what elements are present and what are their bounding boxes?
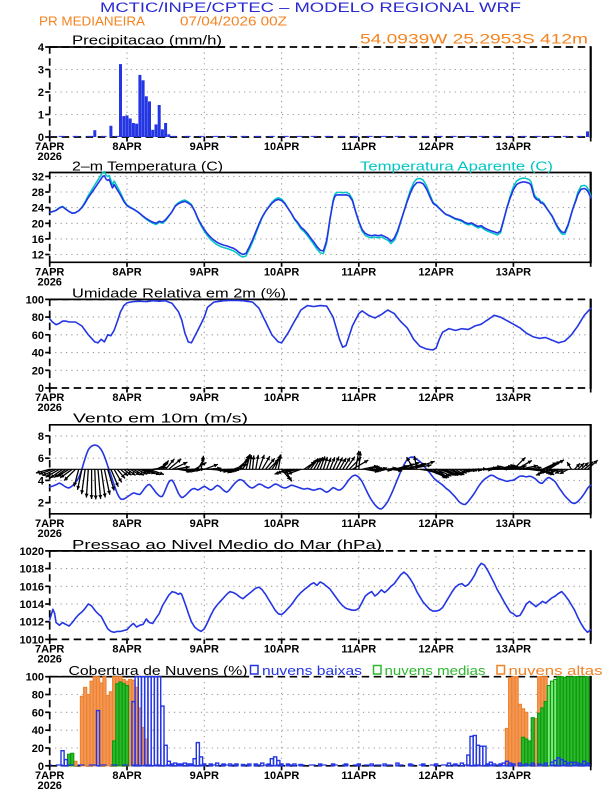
svg-text:9APR: 9APR xyxy=(190,141,219,153)
svg-text:Precipitacao (mm/h): Precipitacao (mm/h) xyxy=(72,33,222,48)
svg-text:80: 80 xyxy=(32,312,44,324)
svg-text:16: 16 xyxy=(32,234,44,246)
svg-text:nuvens medias: nuvens medias xyxy=(385,663,487,678)
svg-text:1020: 1020 xyxy=(20,546,44,558)
svg-text:8APR: 8APR xyxy=(112,518,141,530)
svg-text:0: 0 xyxy=(38,383,44,395)
svg-text:11APR: 11APR xyxy=(341,770,376,782)
svg-text:9APR: 9APR xyxy=(190,644,219,656)
svg-text:12APR: 12APR xyxy=(418,518,454,530)
svg-text:1018: 1018 xyxy=(20,564,44,576)
svg-text:9APR: 9APR xyxy=(190,267,219,279)
svg-text:20: 20 xyxy=(32,365,44,377)
svg-text:Cobertura de Nuvens (%): Cobertura de Nuvens (%) xyxy=(69,663,248,678)
svg-text:2: 2 xyxy=(38,87,44,99)
svg-text:7APR: 7APR xyxy=(35,644,64,656)
svg-text:32: 32 xyxy=(32,171,44,183)
svg-text:2026: 2026 xyxy=(37,277,61,289)
svg-text:7APR: 7APR xyxy=(35,392,64,404)
svg-text:12: 12 xyxy=(32,250,44,262)
svg-text:07/04/2026 00Z: 07/04/2026 00Z xyxy=(180,15,287,29)
svg-text:PR MEDIANEIRA: PR MEDIANEIRA xyxy=(39,15,146,29)
svg-text:11APR: 11APR xyxy=(341,141,376,153)
svg-text:10APR: 10APR xyxy=(264,267,300,279)
svg-text:1012: 1012 xyxy=(20,617,44,629)
svg-text:10APR: 10APR xyxy=(264,141,300,153)
svg-text:8APR: 8APR xyxy=(112,267,141,279)
svg-text:Pressao ao Nivel Medio do Mar: Pressao ao Nivel Medio do Mar (hPa) xyxy=(72,537,382,552)
svg-text:6: 6 xyxy=(38,453,44,465)
svg-text:1010: 1010 xyxy=(20,634,44,646)
svg-text:2026: 2026 xyxy=(37,402,61,414)
svg-text:4: 4 xyxy=(38,475,45,487)
svg-text:8: 8 xyxy=(38,431,44,443)
svg-text:8APR: 8APR xyxy=(112,392,141,404)
svg-text:12APR: 12APR xyxy=(418,267,454,279)
svg-text:13APR: 13APR xyxy=(496,770,532,782)
svg-text:11APR: 11APR xyxy=(341,392,376,404)
svg-text:nuvens altas: nuvens altas xyxy=(509,663,604,678)
svg-text:28: 28 xyxy=(32,187,44,199)
svg-text:7APR: 7APR xyxy=(35,518,64,530)
svg-text:9APR: 9APR xyxy=(190,518,219,530)
svg-text:11APR: 11APR xyxy=(341,518,376,530)
svg-text:0: 0 xyxy=(38,761,44,773)
svg-text:1014: 1014 xyxy=(20,599,45,611)
svg-text:60: 60 xyxy=(32,330,44,342)
svg-text:7APR: 7APR xyxy=(35,770,64,782)
svg-text:13APR: 13APR xyxy=(496,141,532,153)
svg-text:54.0939W 25.2953S 412m: 54.0939W 25.2953S 412m xyxy=(360,32,588,47)
svg-text:0: 0 xyxy=(38,132,44,144)
svg-text:11APR: 11APR xyxy=(341,644,376,656)
svg-text:12APR: 12APR xyxy=(418,644,454,656)
svg-text:8APR: 8APR xyxy=(112,644,141,656)
svg-text:MCTIC/INPE/CPTEC – MODELO REGI: MCTIC/INPE/CPTEC – MODELO REGIONAL WRF xyxy=(100,0,521,15)
svg-text:13APR: 13APR xyxy=(496,518,532,530)
svg-text:80: 80 xyxy=(32,690,44,702)
svg-text:10APR: 10APR xyxy=(264,644,300,656)
svg-text:9APR: 9APR xyxy=(190,770,219,782)
svg-text:10APR: 10APR xyxy=(264,770,300,782)
svg-text:100: 100 xyxy=(26,672,44,684)
svg-text:nuvens baixas: nuvens baixas xyxy=(262,663,363,678)
svg-text:7APR: 7APR xyxy=(35,267,64,279)
svg-text:2026: 2026 xyxy=(37,151,61,163)
svg-text:40: 40 xyxy=(32,348,44,360)
svg-text:1016: 1016 xyxy=(20,581,44,593)
svg-text:2026: 2026 xyxy=(37,780,61,792)
svg-text:2026: 2026 xyxy=(37,654,61,666)
svg-text:12APR: 12APR xyxy=(418,392,454,404)
svg-text:4: 4 xyxy=(38,42,45,54)
svg-text:12APR: 12APR xyxy=(418,770,454,782)
svg-text:10APR: 10APR xyxy=(264,518,300,530)
svg-text:2026: 2026 xyxy=(37,528,61,540)
svg-text:100: 100 xyxy=(26,294,44,306)
svg-text:2–m Temperatura (C): 2–m Temperatura (C) xyxy=(72,159,223,174)
svg-text:20: 20 xyxy=(32,743,44,755)
svg-text:13APR: 13APR xyxy=(496,267,532,279)
svg-text:20: 20 xyxy=(32,218,44,230)
svg-text:60: 60 xyxy=(32,707,44,719)
svg-text:8APR: 8APR xyxy=(112,141,141,153)
svg-text:Temperatura Aparente (C): Temperatura Aparente (C) xyxy=(360,159,553,174)
svg-text:1: 1 xyxy=(38,110,44,122)
svg-text:7APR: 7APR xyxy=(35,141,64,153)
svg-text:13APR: 13APR xyxy=(496,392,532,404)
svg-text:9APR: 9APR xyxy=(190,392,219,404)
svg-text:13APR: 13APR xyxy=(496,644,532,656)
svg-text:Vento em 10m (m/s): Vento em 10m (m/s) xyxy=(73,411,248,426)
svg-text:Umidade Relativa em 2m (%): Umidade Relativa em 2m (%) xyxy=(72,285,286,300)
svg-text:10APR: 10APR xyxy=(264,392,300,404)
svg-text:40: 40 xyxy=(32,725,44,737)
svg-text:11APR: 11APR xyxy=(341,267,376,279)
svg-text:12APR: 12APR xyxy=(418,141,454,153)
svg-text:8APR: 8APR xyxy=(112,770,141,782)
svg-text:3: 3 xyxy=(38,65,44,77)
svg-text:2: 2 xyxy=(38,498,44,510)
svg-text:24: 24 xyxy=(32,203,45,215)
